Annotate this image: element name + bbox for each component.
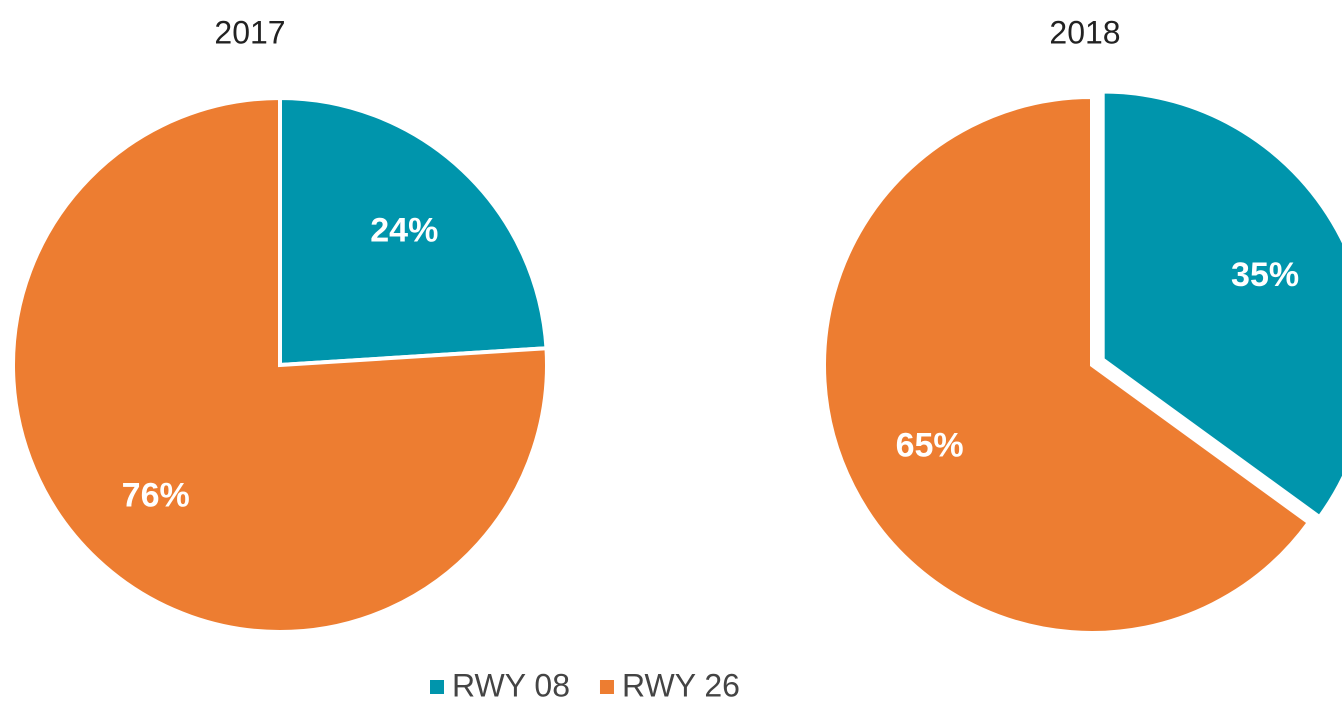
data-label: 65% — [896, 427, 964, 465]
pie-slice — [278, 95, 549, 368]
legend-swatch — [599, 680, 614, 694]
chart-title: 2018 — [1049, 14, 1120, 50]
pie-slice — [822, 94, 1312, 635]
pie-slice — [11, 95, 549, 634]
data-label: 24% — [370, 212, 438, 250]
data-label: 35% — [1231, 256, 1299, 294]
legend-swatch — [430, 680, 444, 694]
legend-label: RWY 08 — [452, 667, 570, 703]
legend-label: RWY 26 — [622, 667, 740, 703]
chart-title: 2017 — [214, 14, 285, 50]
data-label: 76% — [122, 476, 190, 514]
pie-slice — [1100, 89, 1342, 520]
